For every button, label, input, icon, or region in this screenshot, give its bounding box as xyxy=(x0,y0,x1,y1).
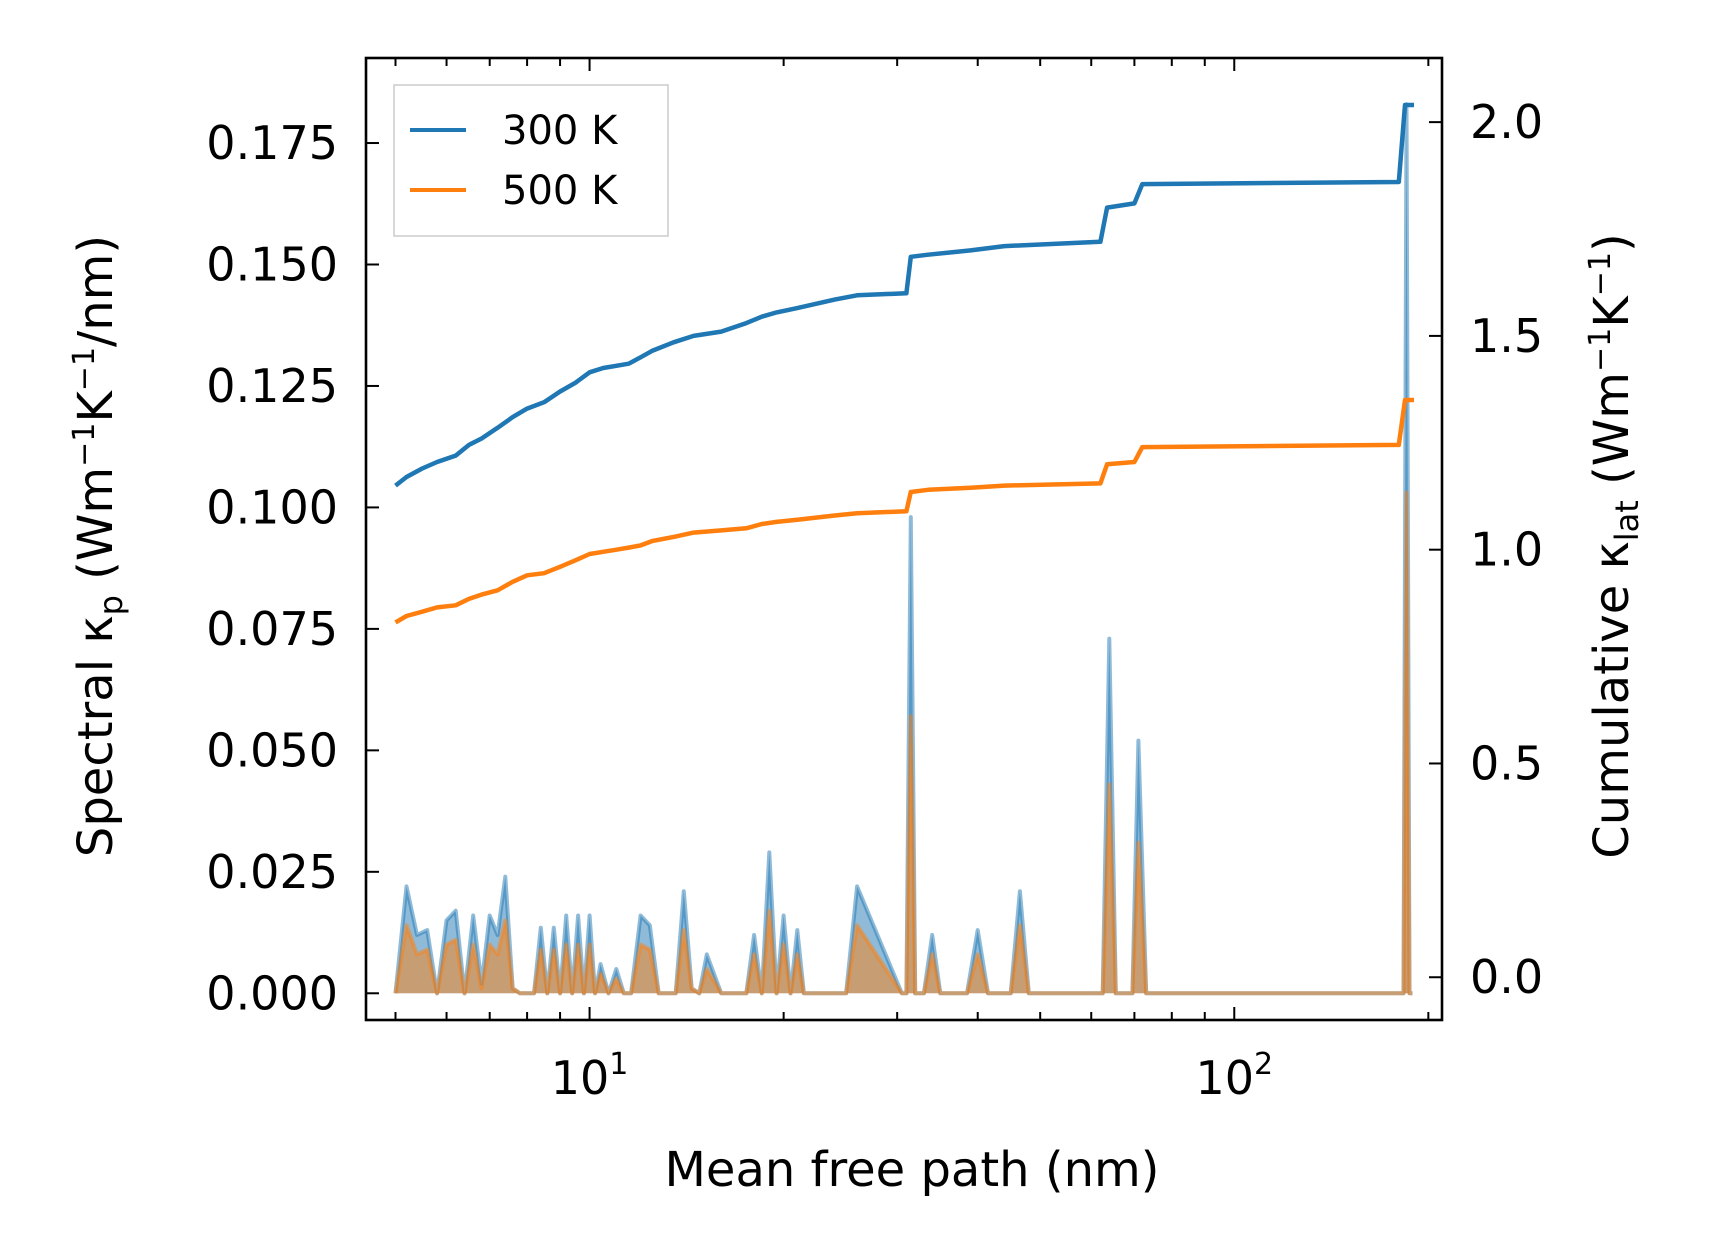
tick-label-layer: 0.000 0.025 0.050 0.075 0.100 0.125 0.150 0.175… xyxy=(206,95,1543,1105)
plot-frame xyxy=(364,56,1444,1022)
cumulative-line-300k xyxy=(394,102,1414,488)
y-left-title-sub: p xyxy=(92,595,130,615)
x-tick-label: 102 xyxy=(1195,1047,1273,1105)
y-left-title-mid2: K xyxy=(68,390,124,423)
y-left-tick-label: 0.000 xyxy=(206,966,338,1020)
x-tick-label: 101 xyxy=(551,1047,629,1105)
legend-label-500k: 500 K xyxy=(502,168,619,214)
y-right-title-post: ) xyxy=(1584,233,1640,252)
y-axis-left-title: Spectral κp (Wm−1K−1/nm) xyxy=(67,235,130,857)
y-left-title-sup2: −1 xyxy=(67,347,102,391)
y-right-title-mid2: K xyxy=(1584,295,1640,328)
cumulative-line-500k xyxy=(394,397,1414,625)
legend-box xyxy=(393,84,669,237)
y-left-title-mid: (Wm xyxy=(68,467,124,595)
cumulative-layer xyxy=(394,102,1414,625)
y-right-title-sub: lat xyxy=(1608,500,1646,541)
y-right-tick-label: 1.5 xyxy=(1470,309,1543,363)
y-right-title-sup1: −1 xyxy=(1583,328,1618,372)
y-axis-right-title: Cumulative κlat (Wm−1K−1) xyxy=(1583,233,1646,858)
y-left-tick-label: 0.025 xyxy=(206,845,338,899)
legend-label-300k: 300 K xyxy=(502,108,619,154)
y-left-tick-label: 0.125 xyxy=(206,359,338,413)
y-right-tick-label: 2.0 xyxy=(1470,95,1543,149)
y-right-title-pre: Cumulative κ xyxy=(1584,541,1640,859)
spectral-layer xyxy=(393,102,1413,996)
y-right-title-mid: (Wm xyxy=(1584,372,1640,500)
y-left-tick-label: 0.050 xyxy=(206,723,338,777)
x-axis-title: Mean free path (nm) xyxy=(665,1142,1160,1198)
y-left-title-post: /nm) xyxy=(68,235,124,347)
y-right-tick-label: 1.0 xyxy=(1470,523,1543,577)
tick-layer xyxy=(366,58,1442,1020)
y-left-tick-label: 0.175 xyxy=(206,116,338,170)
y-left-tick-label: 0.075 xyxy=(206,602,338,656)
legend: 300 K 500 K xyxy=(393,84,669,237)
y-right-tick-label: 0.0 xyxy=(1470,950,1543,1004)
y-left-tick-label: 0.150 xyxy=(206,237,338,291)
y-left-title-pre: Spectral κ xyxy=(68,615,124,857)
y-left-tick-label: 0.100 xyxy=(206,480,338,534)
y-right-title-sup2: −1 xyxy=(1583,252,1618,296)
y-left-title-sup1: −1 xyxy=(67,423,102,467)
y-right-tick-label: 0.5 xyxy=(1470,736,1543,790)
spectral-line-500k xyxy=(393,490,1413,996)
